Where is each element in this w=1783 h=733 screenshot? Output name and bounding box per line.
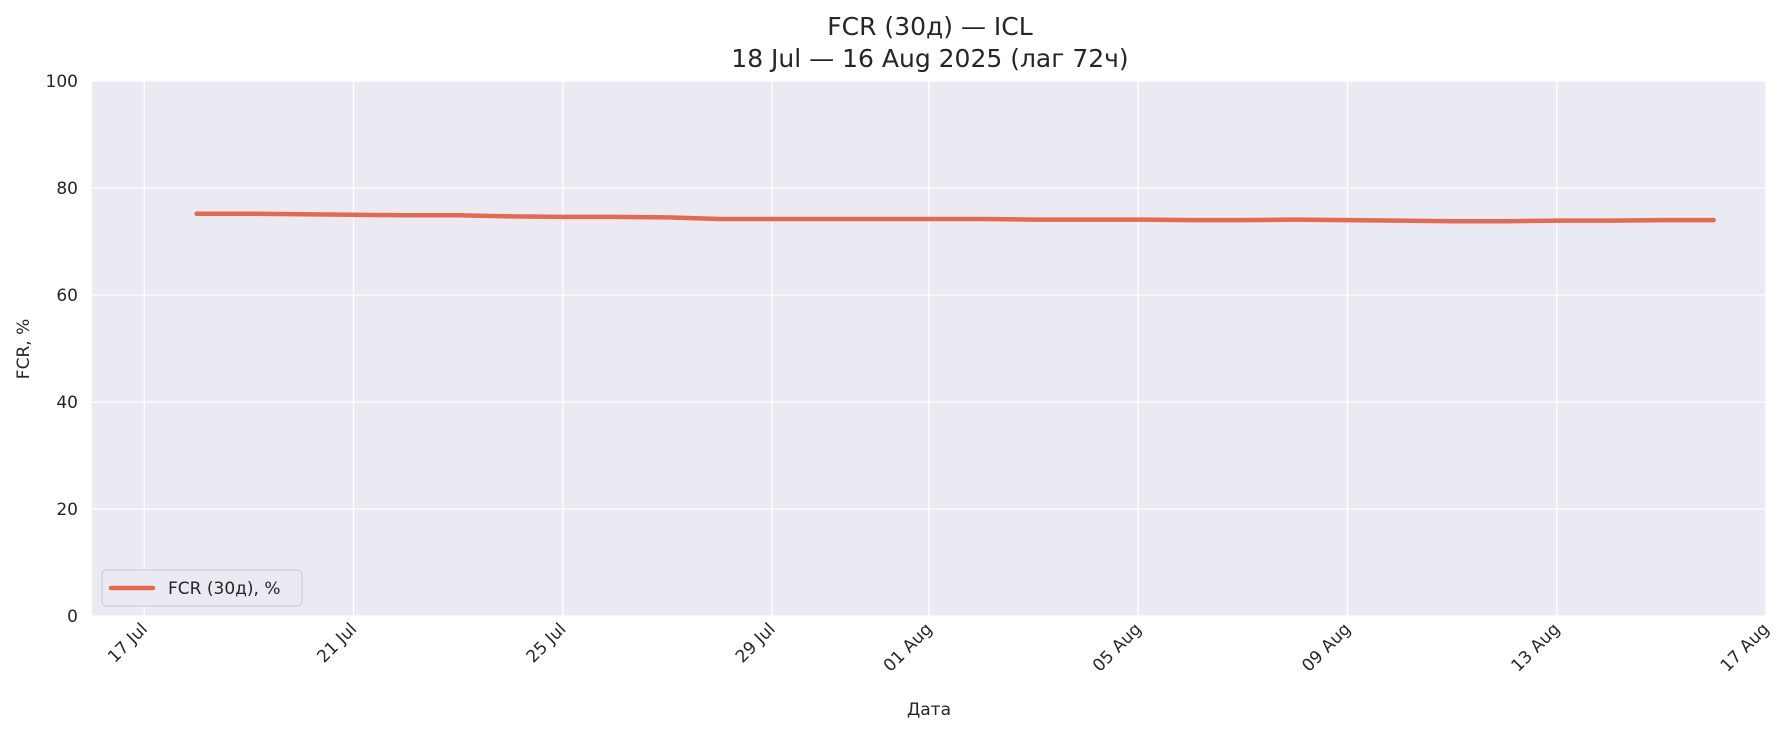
x-tick-label: 17 Aug	[1717, 619, 1774, 676]
x-gridlines	[143, 81, 1767, 616]
y-tick-labels: 0 20 40 60 80 100	[46, 72, 78, 627]
x-tick-label: 13 Aug	[1508, 619, 1565, 676]
x-tick-label: 25 Jul	[523, 619, 571, 667]
chart-title: FCR (30д) — ICL	[827, 12, 1032, 41]
y-tick-label: 100	[46, 72, 78, 92]
x-tick-label: 29 Jul	[732, 619, 780, 667]
x-axis-label: Дата	[907, 700, 951, 720]
series-line	[194, 211, 1716, 224]
y-tick-label: 60	[56, 286, 78, 306]
chart-subtitle: 18 Jul — 16 Aug 2025 (лаг 72ч)	[731, 44, 1128, 73]
legend-label: FCR (30д), %	[168, 579, 280, 599]
x-tick-label: 01 Aug	[880, 619, 937, 676]
y-tick-label: 40	[56, 393, 78, 413]
y-tick-label: 0	[67, 607, 78, 627]
x-tick-label: 21 Jul	[313, 619, 361, 667]
x-tick-label: 05 Aug	[1089, 619, 1146, 676]
y-gridlines	[92, 80, 1766, 617]
x-tick-labels: 17 Jul 21 Jul 25 Jul 29 Jul 01 Aug 05 Aug 09 A…	[104, 619, 1773, 676]
y-axis-label: FCR, %	[14, 319, 34, 379]
y-tick-label: 20	[56, 500, 78, 520]
x-tick-label: 17 Jul	[104, 619, 152, 667]
x-tick-label: 09 Aug	[1298, 619, 1355, 676]
y-tick-label: 80	[56, 179, 78, 199]
legend: FCR (30д), %	[101, 569, 303, 607]
legend-box	[101, 569, 303, 607]
series-layer	[194, 211, 1716, 224]
